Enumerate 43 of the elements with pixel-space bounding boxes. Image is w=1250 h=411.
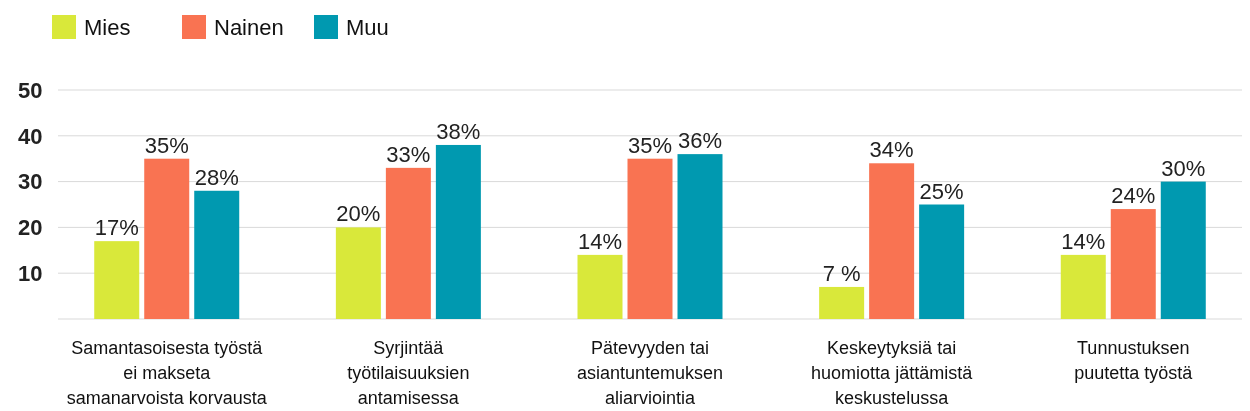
data-label: 14% — [577, 228, 623, 254]
legend-label: Nainen — [214, 14, 284, 40]
data-label: 14% — [1061, 228, 1106, 254]
bar — [577, 254, 623, 319]
bar — [919, 204, 965, 319]
x-tick-label: Tunnustuksen puutetta työstä — [1074, 338, 1194, 383]
data-label: 30% — [1161, 155, 1206, 181]
bar — [94, 241, 140, 319]
bar — [627, 158, 673, 319]
bar — [869, 163, 915, 319]
bar — [1110, 209, 1156, 319]
data-label: 24% — [1111, 183, 1156, 209]
data-label: 35% — [627, 132, 673, 158]
y-tick-label: 30 — [18, 169, 43, 195]
x-tick-label: Samantasoisesta työstä ei makseta samanarvoista korvausta — [66, 338, 268, 408]
bar — [435, 144, 481, 319]
bar — [1160, 181, 1206, 319]
data-label: 36% — [677, 128, 723, 154]
legend-label: Mies — [84, 14, 131, 40]
bar — [335, 227, 381, 319]
y-tick-label: 10 — [18, 260, 43, 286]
data-label: 7 % — [822, 260, 861, 286]
legend-label: Muu — [346, 14, 389, 40]
bar — [1060, 254, 1106, 319]
x-tick-label: Keskeytyksiä tai huomiotta jättämistä keskustelussa — [811, 338, 974, 408]
data-label: 35% — [144, 132, 189, 158]
y-tick-label: 40 — [18, 123, 43, 149]
bar — [819, 286, 865, 319]
x-tick-label: Pätevyyden tai asiantuntemuksen aliarviointia — [576, 338, 724, 408]
y-tick-label: 20 — [18, 215, 43, 241]
data-label: 25% — [919, 178, 964, 204]
data-label: 33% — [386, 141, 431, 167]
data-label: 17% — [94, 215, 139, 241]
data-label: 34% — [869, 137, 914, 163]
y-tick-label: 50 — [18, 77, 43, 103]
bar — [677, 154, 723, 319]
bar — [385, 167, 431, 319]
x-tick-label: Syrjintää työtilaisuuksien antamisessa — [347, 338, 470, 408]
data-label: 28% — [194, 164, 239, 190]
data-label: 20% — [336, 201, 381, 227]
bar — [194, 190, 240, 319]
data-label: 38% — [436, 118, 481, 144]
bar — [144, 158, 190, 319]
